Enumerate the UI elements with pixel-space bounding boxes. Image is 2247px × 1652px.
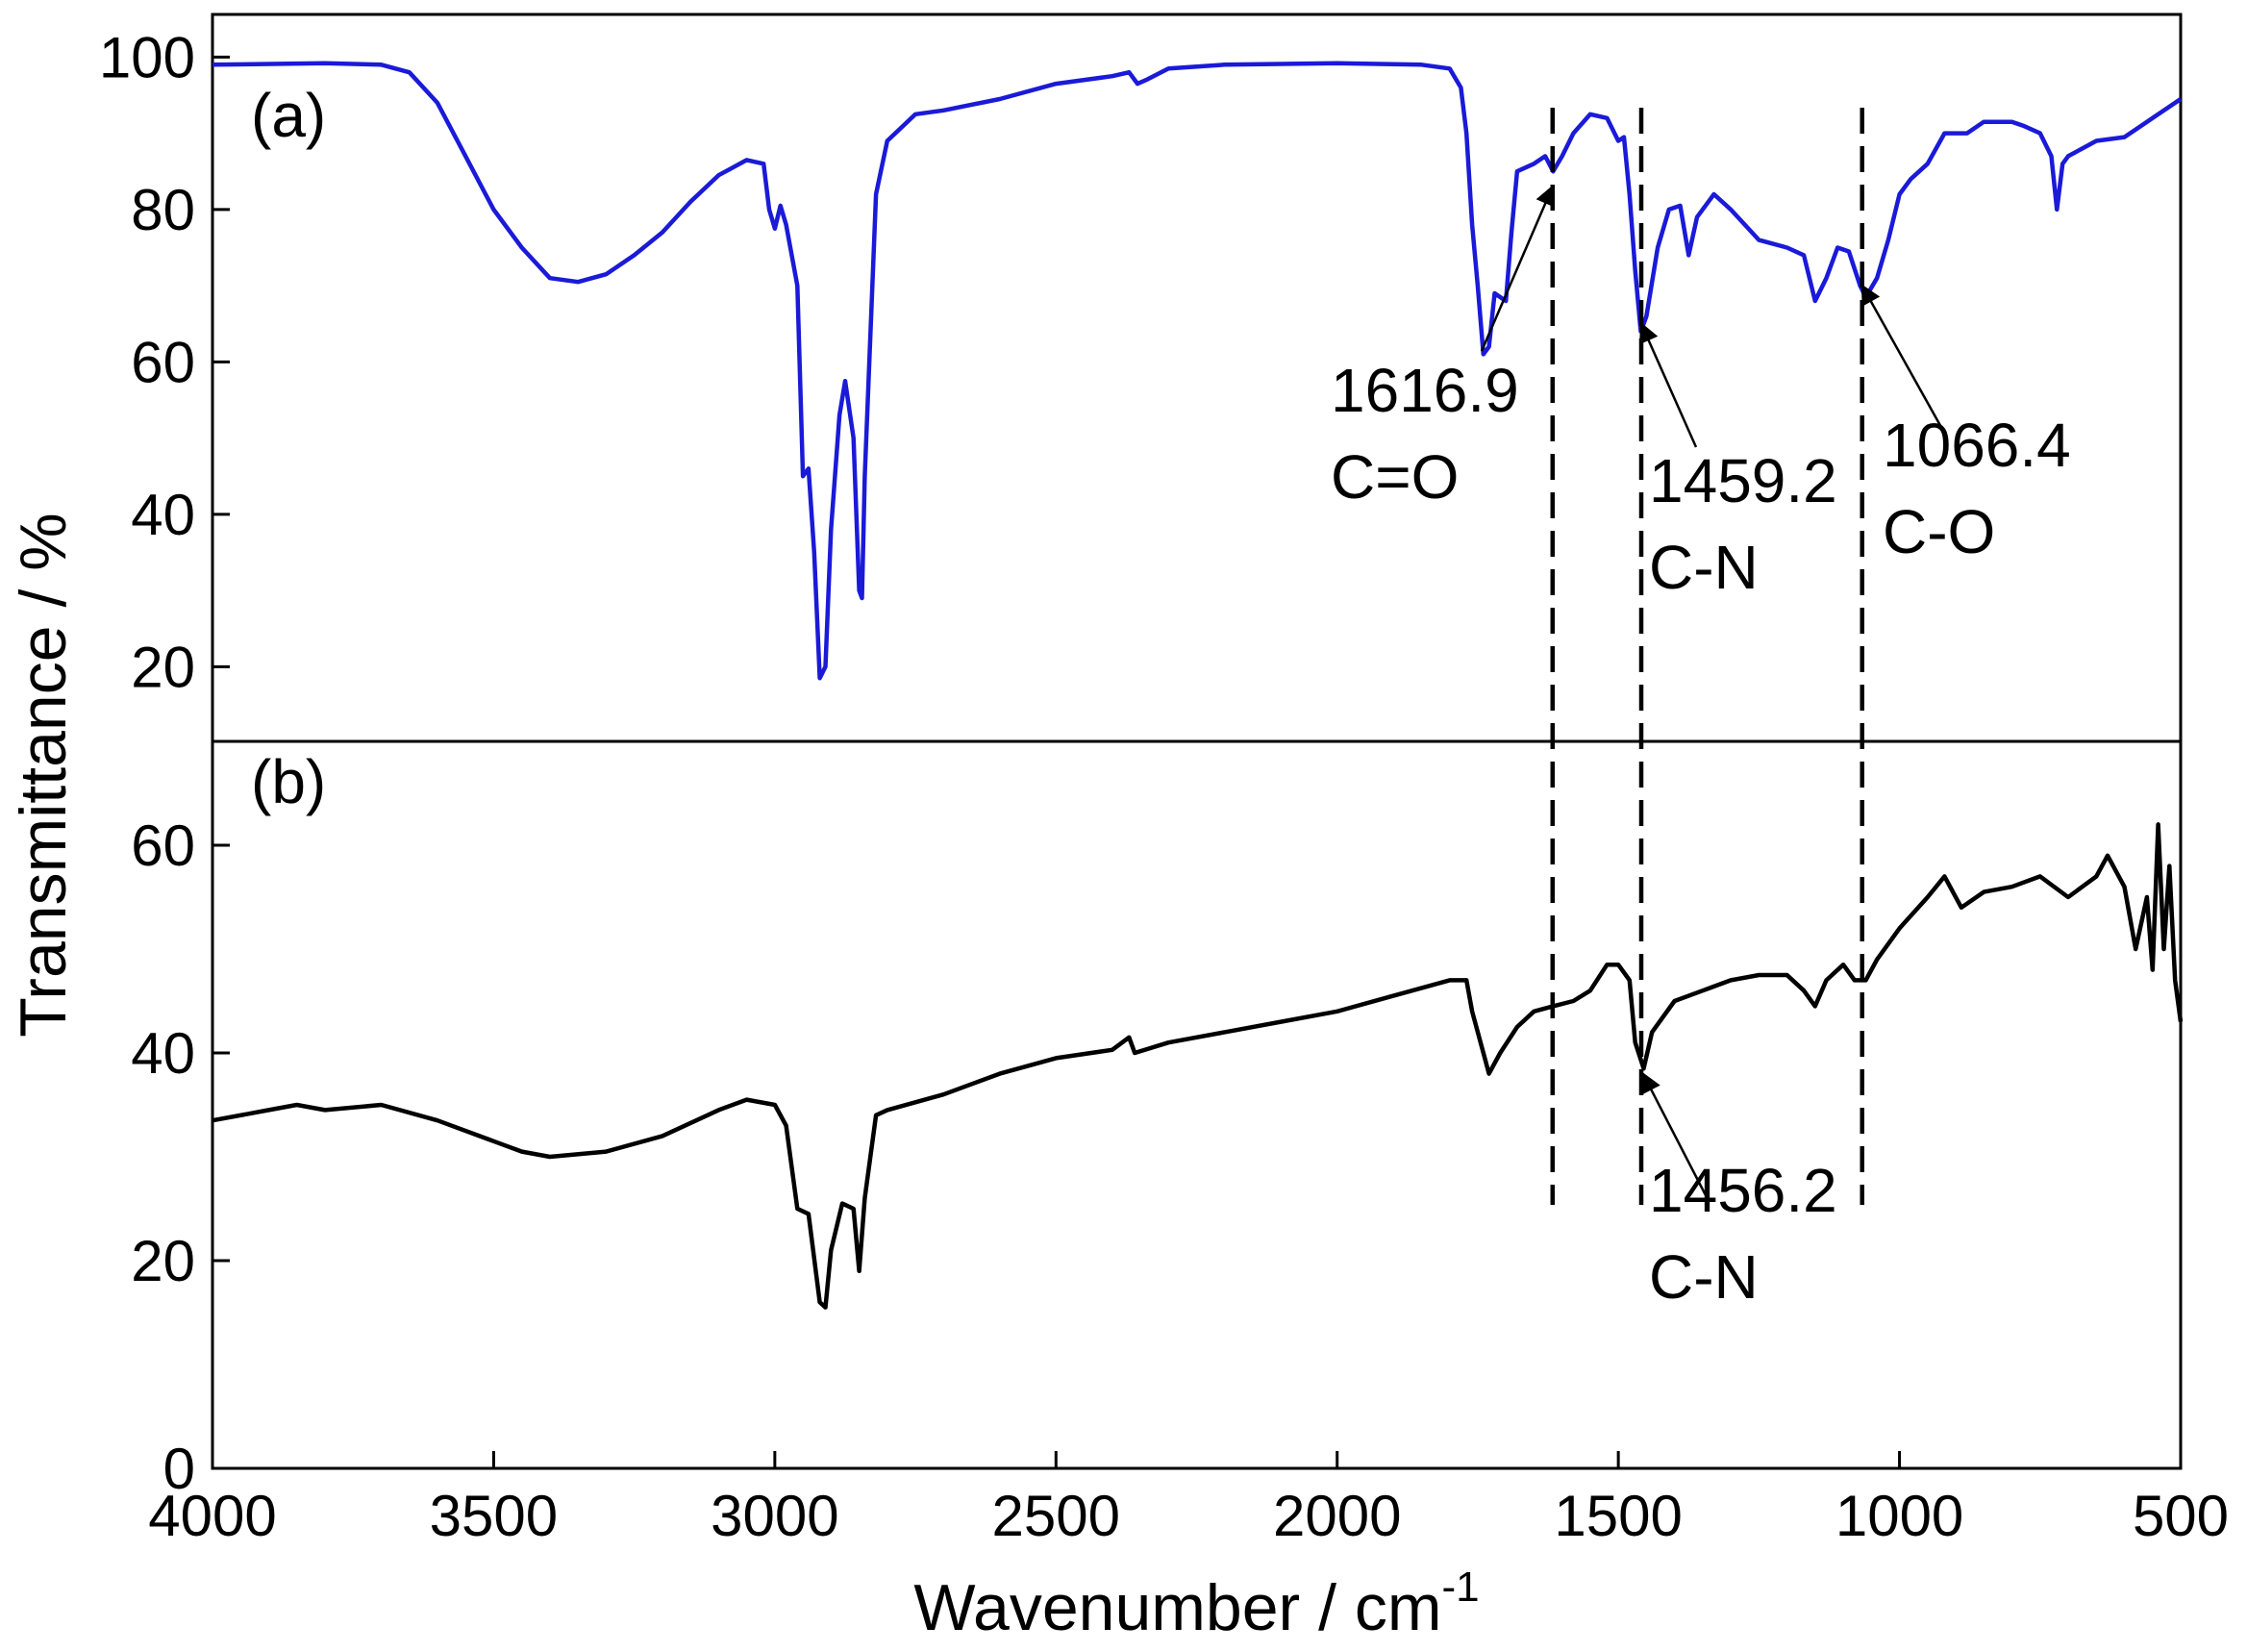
y-tick-label: 0 — [163, 1437, 195, 1501]
y-tick-label: 60 — [131, 813, 195, 878]
x-tick-label: 500 — [2133, 1484, 2229, 1548]
annotation-arrow — [1639, 321, 1698, 448]
spectrum-line — [212, 822, 2184, 1310]
spectrum-line — [212, 61, 2183, 681]
annotation-value: 1066.4 — [1883, 411, 2071, 480]
x-tick-label: 1500 — [1554, 1484, 1682, 1548]
x-axis-label-superscript: -1 — [1442, 1564, 1480, 1611]
x-tick-label: 2500 — [992, 1484, 1120, 1548]
y-tick-label: 100 — [99, 25, 195, 89]
x-tick-label: 3500 — [430, 1484, 558, 1548]
plot-frame — [211, 739, 2183, 1470]
x-tick-label: 3000 — [711, 1484, 838, 1548]
x-axis-label: Wavenumber / cm-1 — [913, 1564, 1479, 1644]
y-tick-label: 80 — [131, 178, 195, 242]
x-axis-label-text: Wavenumber / cm — [913, 1571, 1441, 1644]
x-tick-label: 4000 — [148, 1484, 276, 1548]
plot-frame — [211, 13, 2183, 743]
annotation-group: C-N — [1649, 533, 1759, 602]
y-tick-label: 60 — [131, 330, 195, 394]
annotation-value: 1456.2 — [1649, 1156, 1837, 1225]
x-tick-label: 1000 — [1835, 1484, 1963, 1548]
annotation-arrow — [1480, 185, 1555, 352]
annotation-value: 1459.2 — [1649, 446, 1837, 515]
annotation-group: C-O — [1883, 497, 1995, 566]
annotation-group: C-N — [1649, 1242, 1759, 1312]
panel-label: (a) — [251, 81, 326, 150]
annotation-arrow — [1641, 1071, 1709, 1198]
y-tick-label: 40 — [131, 483, 195, 547]
annotation-arrow — [1860, 284, 1949, 438]
annotation-group: C=O — [1331, 442, 1459, 512]
x-tick-label: 2000 — [1273, 1484, 1401, 1548]
y-tick-label: 20 — [131, 1229, 195, 1293]
y-axis-label: Transmittance / % — [7, 513, 80, 1037]
panel-label: (b) — [251, 747, 326, 816]
y-tick-label: 40 — [131, 1021, 195, 1086]
y-tick-label: 20 — [131, 635, 195, 699]
annotation-value: 1616.9 — [1331, 356, 1519, 425]
